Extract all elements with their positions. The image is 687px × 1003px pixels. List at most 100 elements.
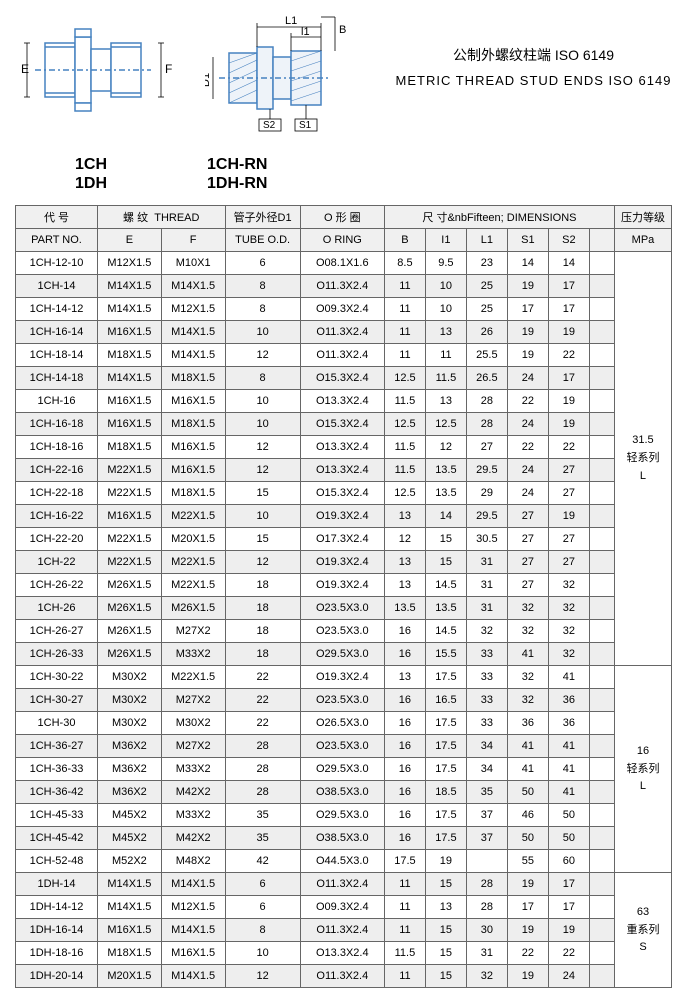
table-cell: O08.1X1.6 (300, 252, 384, 275)
table-cell: 32 (548, 574, 589, 597)
table-cell-blank (589, 965, 614, 988)
table-cell-blank (589, 804, 614, 827)
table-cell: 32 (507, 597, 548, 620)
table-cell: 16.5 (425, 689, 466, 712)
dim-s1: S1 (299, 120, 312, 131)
table-cell: 31 (466, 597, 507, 620)
table-cell: 1DH-14 (16, 873, 98, 896)
table-cell: O11.3X2.4 (300, 873, 384, 896)
table-cell: O26.5X3.0 (300, 712, 384, 735)
table-cell: 8.5 (384, 252, 425, 275)
table-cell-blank (589, 712, 614, 735)
dim-s2: S2 (263, 120, 276, 131)
hdr-mpa-en: MPa (614, 229, 671, 252)
table-cell-blank (589, 597, 614, 620)
table-cell: 1CH-16-22 (16, 505, 98, 528)
table-cell: 11.5 (384, 459, 425, 482)
table-cell: 19 (507, 965, 548, 988)
label-1dh: 1DH (75, 174, 107, 193)
table-cell: M22X1.5 (161, 666, 225, 689)
table-cell: 17 (548, 896, 589, 919)
table-cell: 29 (466, 482, 507, 505)
table-cell: 17 (548, 367, 589, 390)
hdr-l1: L1 (466, 229, 507, 252)
hdr-mpa-cn: 压力等级 (614, 206, 671, 229)
table-cell: 15 (425, 551, 466, 574)
table-cell: 1CH-36-42 (16, 781, 98, 804)
table-cell-blank (589, 505, 614, 528)
table-cell: M16X1.5 (97, 919, 161, 942)
table-cell: M22X1.5 (161, 574, 225, 597)
table-cell: 16 (384, 827, 425, 850)
table-cell: O29.5X3.0 (300, 758, 384, 781)
table-cell: M22X1.5 (97, 459, 161, 482)
table-cell: 28 (225, 735, 300, 758)
table-cell: M16X1.5 (161, 942, 225, 965)
table-cell: 19 (507, 919, 548, 942)
table-cell: 26.5 (466, 367, 507, 390)
table-cell: 35 (466, 781, 507, 804)
table-cell: M14X1.5 (161, 919, 225, 942)
table-cell: 27 (507, 551, 548, 574)
table-cell: 1CH-30-27 (16, 689, 98, 712)
table-row: 1DH-16-14M16X1.5M14X1.58O11.3X2.41115301… (16, 919, 672, 942)
table-cell: M36X2 (97, 735, 161, 758)
table-cell: 35 (225, 827, 300, 850)
table-cell: 16 (384, 712, 425, 735)
table-cell-blank (589, 896, 614, 919)
table-cell: 27 (548, 459, 589, 482)
table-cell: 32 (466, 965, 507, 988)
table-cell: 24 (507, 367, 548, 390)
table-cell: 17 (548, 873, 589, 896)
hdr-tube-cn: 管子外径D1 (225, 206, 300, 229)
table-cell: 41 (507, 735, 548, 758)
table-cell: 1CH-36-27 (16, 735, 98, 758)
table-cell: 10 (225, 942, 300, 965)
table-cell: 27 (548, 482, 589, 505)
table-cell: 17.5 (425, 735, 466, 758)
table-row: 1CH-36-33M36X2M33X228O29.5X3.01617.53441… (16, 758, 672, 781)
table-cell: 1DH-18-16 (16, 942, 98, 965)
table-cell: O19.3X2.4 (300, 505, 384, 528)
hdr-oring-cn: O 形 圈 (300, 206, 384, 229)
table-cell: 12.5 (384, 413, 425, 436)
table-row: 1CH-45-42M45X2M42X235O38.5X3.01617.53750… (16, 827, 672, 850)
table-cell: 11.5 (384, 390, 425, 413)
table-cell: 24 (507, 482, 548, 505)
table-cell: 15 (425, 942, 466, 965)
table-row: 1CH-22-18M22X1.5M18X1.515O15.3X2.412.513… (16, 482, 672, 505)
table-cell: 18 (225, 643, 300, 666)
table-cell: M26X1.5 (97, 597, 161, 620)
table-cell: 14 (507, 252, 548, 275)
table-cell: 1CH-14-18 (16, 367, 98, 390)
table-cell: 19 (425, 850, 466, 873)
table-cell-blank (589, 758, 614, 781)
table-cell: 41 (507, 758, 548, 781)
table-cell: 28 (466, 390, 507, 413)
table-cell: M36X2 (97, 758, 161, 781)
table-cell: O38.5X3.0 (300, 827, 384, 850)
hdr-i1: I1 (425, 229, 466, 252)
table-row: 1CH-26-22M26X1.5M22X1.518O19.3X2.41314.5… (16, 574, 672, 597)
table-cell: M42X2 (161, 781, 225, 804)
table-row: 1CH-22-20M22X1.5M20X1.515O17.3X2.4121530… (16, 528, 672, 551)
table-cell: 35 (225, 804, 300, 827)
table-cell: 1CH-26-22 (16, 574, 98, 597)
table-cell: 19 (548, 390, 589, 413)
table-cell: 10 (225, 505, 300, 528)
table-cell: 18 (225, 574, 300, 597)
table-cell: 6 (225, 252, 300, 275)
table-cell: O19.3X2.4 (300, 551, 384, 574)
table-cell: M16X1.5 (97, 505, 161, 528)
table-cell: M27X2 (161, 689, 225, 712)
top-section: E F (15, 15, 672, 145)
table-cell-blank (589, 298, 614, 321)
table-cell: 11.5 (384, 436, 425, 459)
table-cell-blank (589, 781, 614, 804)
table-cell: 16 (384, 735, 425, 758)
table-cell: 11.5 (384, 942, 425, 965)
label-1ch: 1CH (75, 155, 107, 174)
table-cell: 14 (548, 252, 589, 275)
table-cell: 34 (466, 735, 507, 758)
table-cell: M16X1.5 (97, 413, 161, 436)
